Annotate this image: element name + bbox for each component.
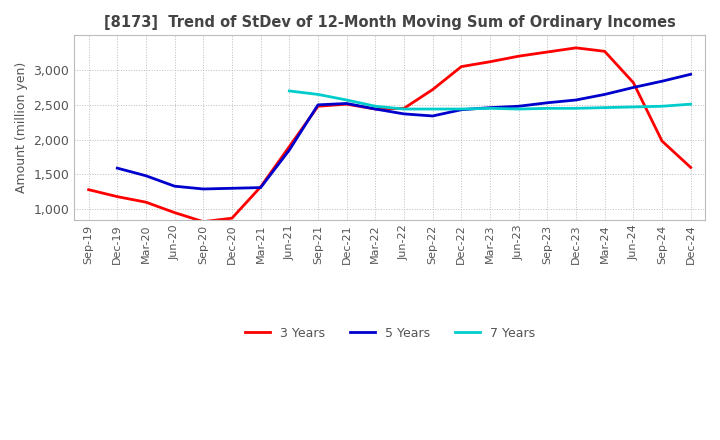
5 Years [457,107,466,112]
5 Years [256,185,265,190]
3 Years [199,219,207,224]
7 Years [342,97,351,103]
7 Years [285,88,294,94]
Title: [8173]  Trend of StDev of 12-Month Moving Sum of Ordinary Incomes: [8173] Trend of StDev of 12-Month Moving… [104,15,675,30]
7 Years [572,106,580,111]
7 Years [457,106,466,112]
7 Years [400,106,408,112]
3 Years [514,54,523,59]
Line: 5 Years: 5 Years [117,74,690,189]
5 Years [142,173,150,178]
5 Years [543,100,552,106]
3 Years [342,102,351,107]
7 Years [600,105,609,110]
7 Years [314,92,323,97]
5 Years [600,92,609,97]
5 Years [486,105,495,110]
3 Years [285,144,294,149]
3 Years [572,45,580,51]
3 Years [142,200,150,205]
5 Years [572,97,580,103]
3 Years [543,49,552,55]
3 Years [113,194,122,199]
7 Years [629,104,638,110]
3 Years [84,187,93,192]
3 Years [428,87,437,92]
5 Years [428,114,437,119]
5 Years [400,111,408,117]
5 Years [342,101,351,106]
3 Years [314,103,323,109]
5 Years [514,103,523,109]
5 Years [228,186,236,191]
Y-axis label: Amount (million yen): Amount (million yen) [15,62,28,193]
5 Years [199,187,207,192]
3 Years [486,59,495,64]
Line: 7 Years: 7 Years [289,91,690,109]
3 Years [457,64,466,69]
3 Years [371,106,379,112]
7 Years [657,103,666,109]
7 Years [486,106,495,111]
Line: 3 Years: 3 Years [89,48,690,222]
7 Years [543,106,552,111]
5 Years [113,165,122,171]
7 Years [428,106,437,112]
3 Years [600,49,609,54]
3 Years [657,138,666,143]
3 Years [686,165,695,170]
7 Years [686,102,695,107]
5 Years [285,147,294,153]
5 Years [657,79,666,84]
7 Years [514,106,523,112]
5 Years [314,102,323,107]
5 Years [371,106,379,112]
3 Years [629,80,638,85]
3 Years [171,210,179,215]
5 Years [686,72,695,77]
Legend: 3 Years, 5 Years, 7 Years: 3 Years, 5 Years, 7 Years [240,322,540,345]
3 Years [228,216,236,221]
5 Years [171,183,179,189]
3 Years [256,184,265,190]
5 Years [629,85,638,90]
7 Years [371,103,379,109]
3 Years [400,106,408,111]
